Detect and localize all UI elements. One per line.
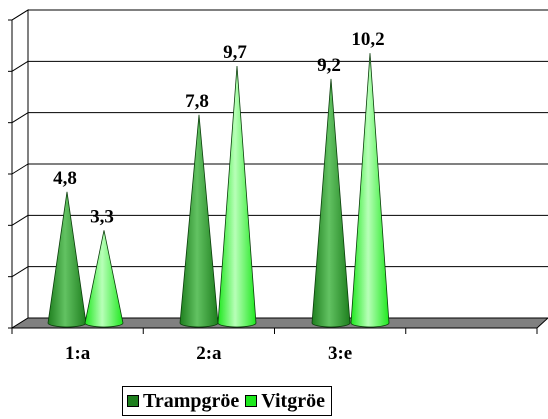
legend-swatch-series-1 <box>127 395 139 407</box>
cone-1:a-Trampgröe <box>47 191 87 328</box>
legend: Trampgröe Vitgröe <box>122 386 332 416</box>
side-gridline <box>11 163 29 175</box>
legend-label-series-1: Trampgröe <box>143 389 240 412</box>
legend-item-series-2: Vitgröe <box>245 390 325 413</box>
legend-swatch-series-2 <box>245 395 258 407</box>
legend-label-series-2: Vitgröe <box>261 389 325 412</box>
legend-item-series-1: Trampgröe <box>127 390 239 413</box>
data-label: 10,2 <box>351 29 384 50</box>
data-label: 9,2 <box>317 55 341 76</box>
x-tick-label: 2:a <box>196 343 222 364</box>
cone-3:e-Trampgröe <box>311 78 351 328</box>
data-labels: 4,8 3,3 7,8 9,7 9,2 10,2 <box>53 29 385 227</box>
series-marks <box>47 53 390 328</box>
cone-2:a-Vitgröe <box>217 66 257 328</box>
side-gridline <box>11 214 29 226</box>
data-label: 4,8 <box>53 168 77 189</box>
x-tick-label: 1:a <box>65 343 91 364</box>
data-label: 7,8 <box>185 91 209 112</box>
cone-3:e-Vitgröe <box>350 53 390 328</box>
chart-walls <box>11 9 548 329</box>
side-gridline <box>11 266 29 278</box>
side-gridline <box>11 112 29 124</box>
side-gridline <box>11 9 29 21</box>
data-label: 9,7 <box>223 42 247 63</box>
x-tick-labels: 1:a 2:a 3:e <box>65 343 352 364</box>
x-tick-label: 3:e <box>328 343 352 364</box>
data-label: 3,3 <box>90 206 114 227</box>
cone-2:a-Trampgröe <box>179 114 219 328</box>
cone-1:a-Vitgröe <box>84 230 124 328</box>
x-axis <box>8 327 538 334</box>
side-gridline <box>11 60 29 72</box>
gridlines <box>8 9 548 278</box>
